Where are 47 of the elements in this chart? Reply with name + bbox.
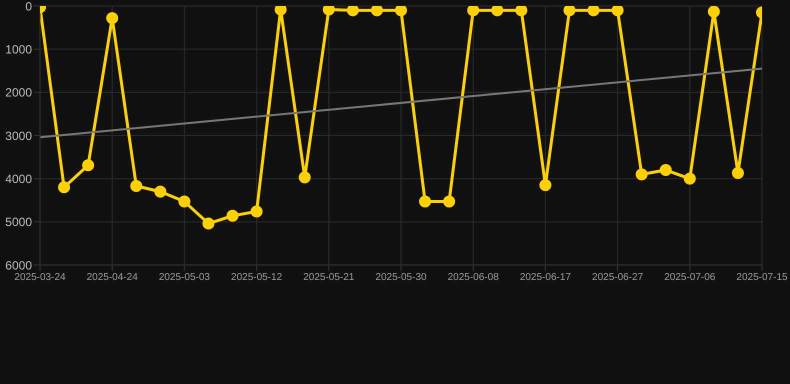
x-tick-label: 2025-05-03 — [158, 272, 210, 284]
point — [539, 179, 552, 192]
x-tick-label: 2025-05-30 — [375, 272, 428, 284]
point — [322, 6, 335, 16]
y-tick-label: 5000 — [5, 215, 32, 230]
point — [732, 167, 744, 180]
point — [515, 6, 528, 16]
y-tick-label: 1000 — [5, 42, 32, 56]
point — [612, 6, 624, 16]
x-tick-label: 2025-06-27 — [592, 272, 644, 284]
point — [346, 6, 359, 16]
point — [467, 6, 480, 16]
x-tick-label: 2025-03-24 — [14, 272, 66, 284]
y-tick-label: 6000 — [5, 258, 32, 272]
point — [395, 6, 407, 16]
point — [563, 6, 576, 16]
y-tick-label: 3000 — [5, 128, 32, 143]
x-tick-label: 2025-05-12 — [231, 272, 283, 284]
y-tick-label: 2000 — [5, 86, 32, 100]
point — [82, 159, 94, 172]
point — [443, 196, 456, 208]
y-tick-label: 4000 — [5, 172, 32, 186]
x-tick-label: 2025-07-06 — [664, 272, 716, 284]
point — [370, 6, 383, 16]
x-tick-label: 2025-04-24 — [86, 272, 138, 284]
point — [491, 6, 504, 16]
point — [226, 210, 239, 222]
point — [274, 6, 287, 16]
point — [250, 205, 263, 218]
point — [178, 196, 190, 208]
point — [684, 172, 696, 185]
point — [106, 12, 118, 24]
point — [58, 181, 70, 194]
point — [419, 196, 432, 208]
y-tick-label: 0 — [25, 0, 32, 14]
x-tick-label: 2025-06-08 — [448, 272, 500, 284]
point — [298, 171, 311, 184]
point — [154, 186, 166, 198]
point — [660, 164, 672, 176]
point — [588, 6, 600, 16]
point — [130, 180, 142, 192]
point — [708, 6, 720, 18]
x-tick-label: 2025-07-15 — [736, 272, 788, 284]
point — [202, 218, 214, 230]
x-tick-label: 2025-05-21 — [303, 272, 355, 284]
point — [636, 168, 648, 180]
x-tick-label: 2025-06-17 — [520, 272, 572, 284]
